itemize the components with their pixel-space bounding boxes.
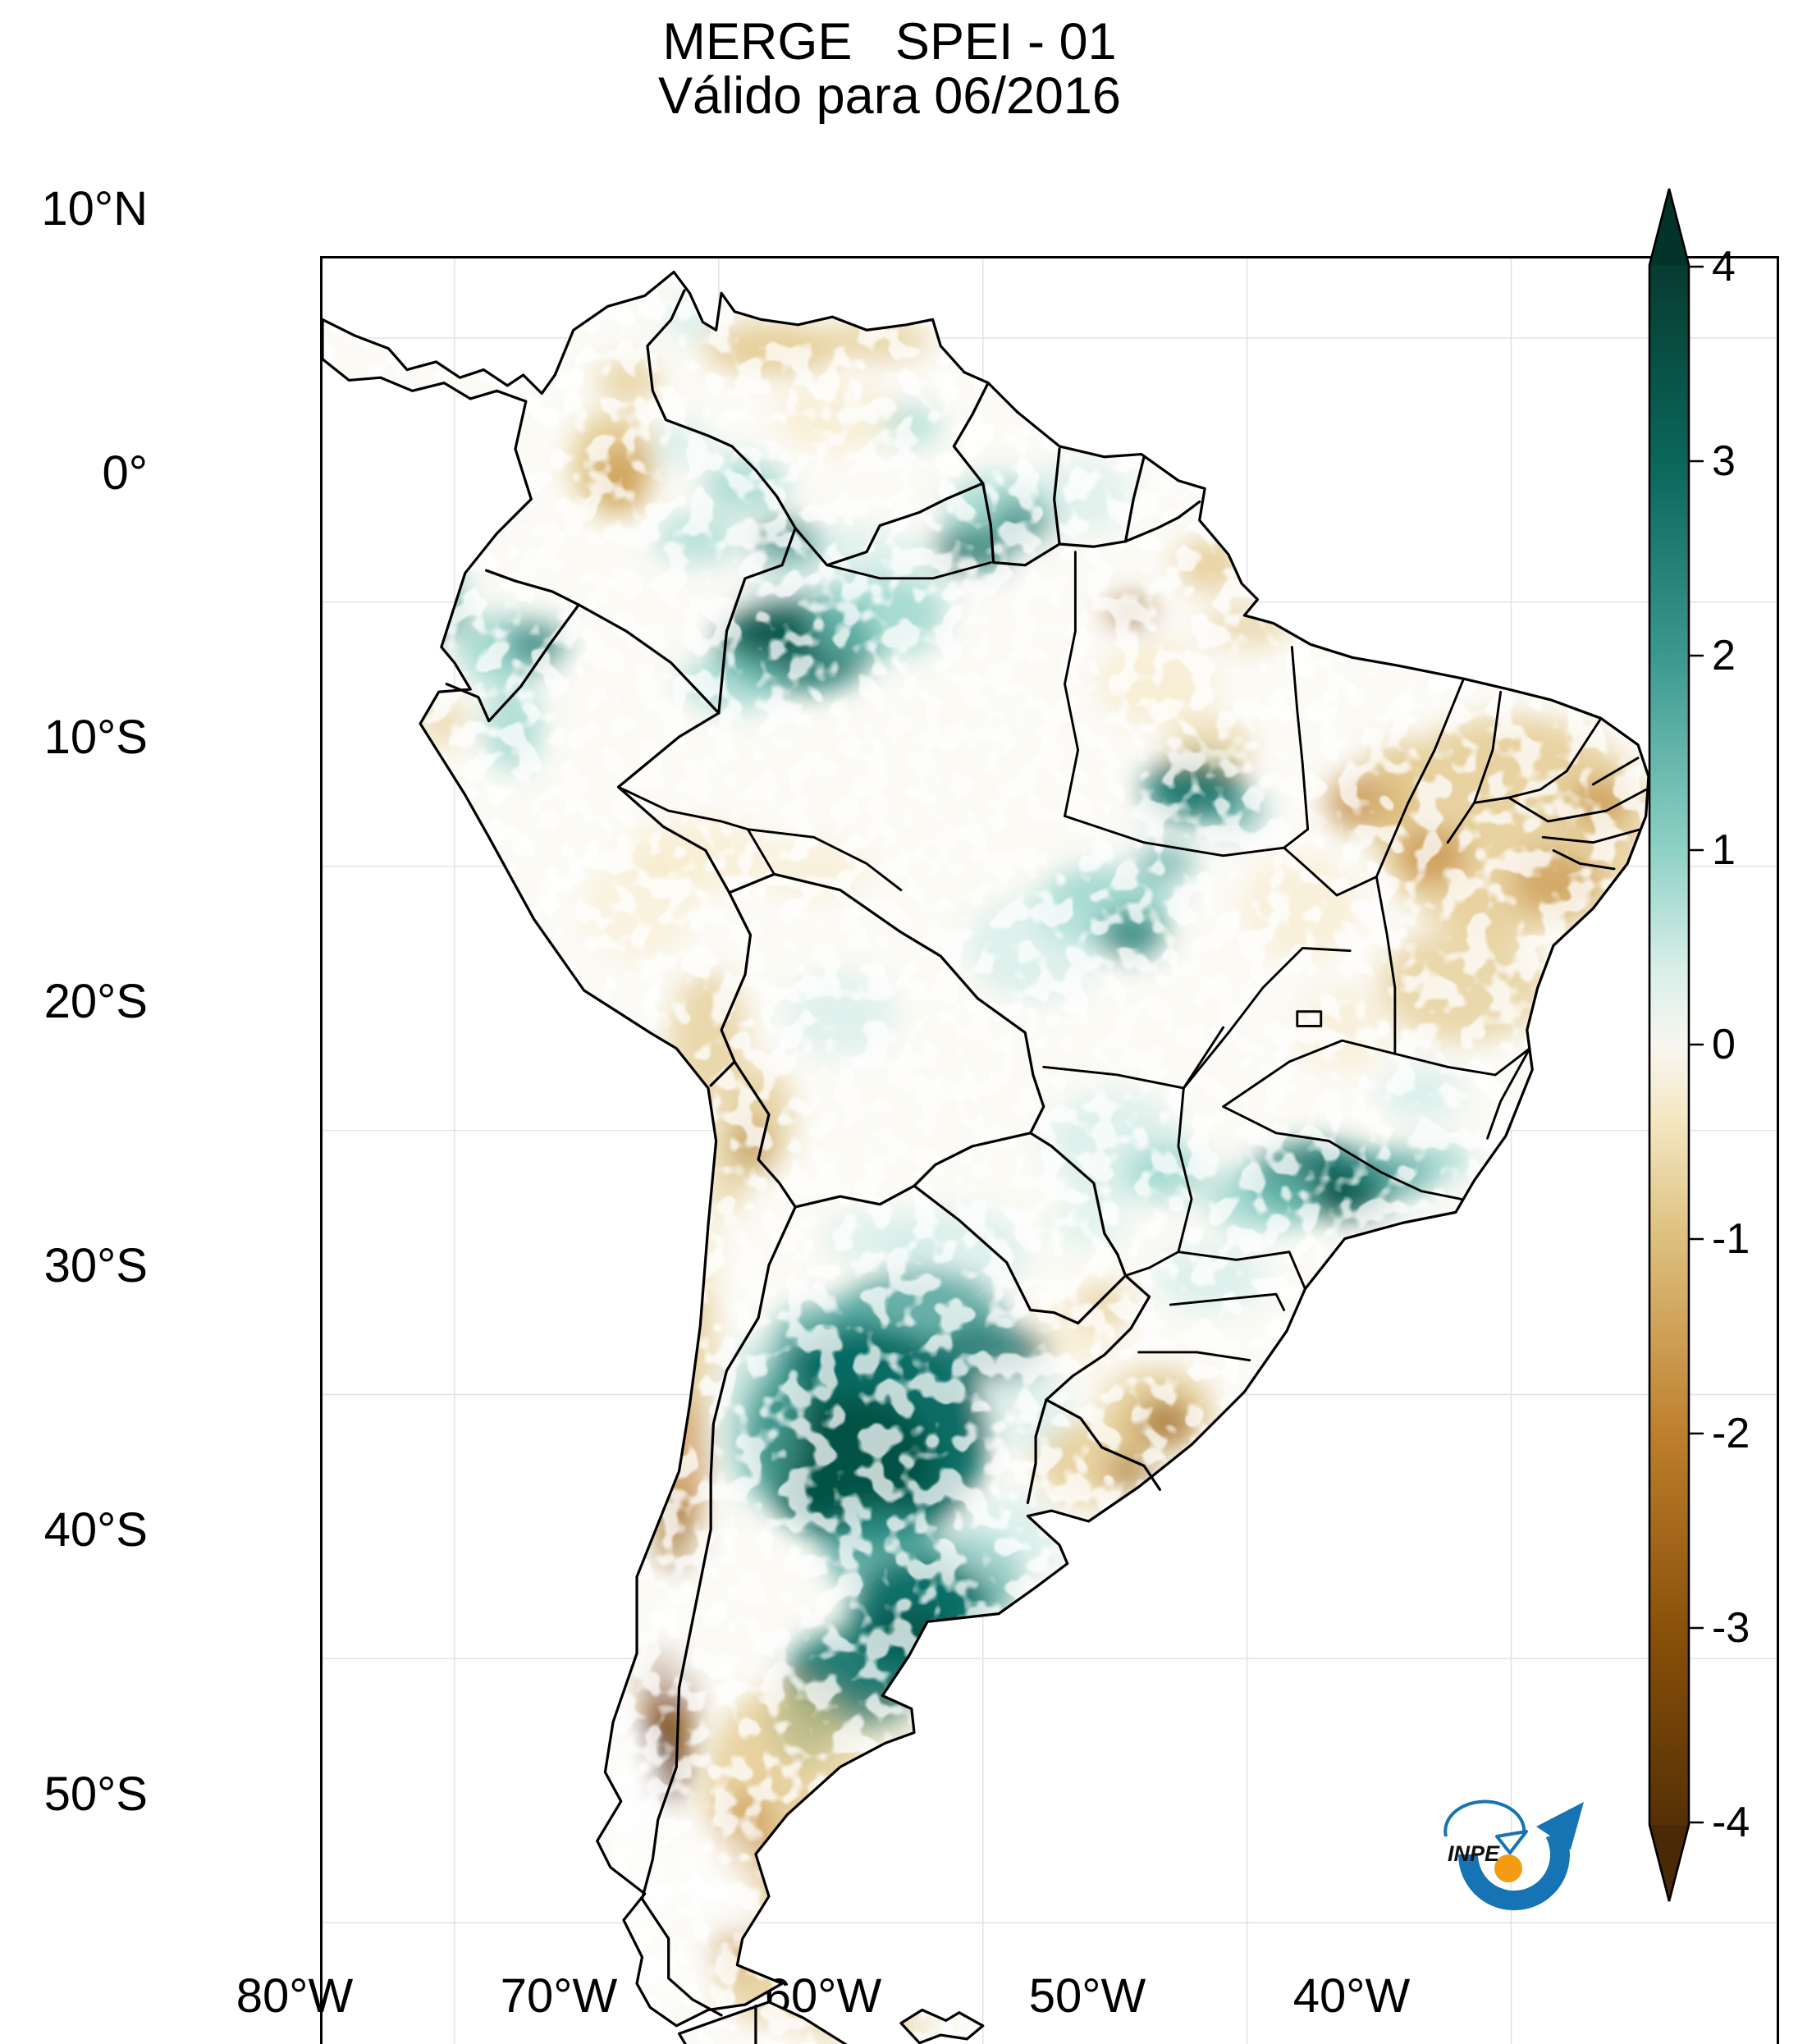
- x-axis-label: 40°W: [1292, 1969, 1411, 2023]
- colorbar-tick-label: 0: [1712, 1021, 1736, 1068]
- map-canvas: [323, 258, 1777, 2044]
- inpe-logo: INPE: [1443, 1799, 1584, 1911]
- spei-raster: [323, 272, 1649, 2044]
- colorbar-tick-label: 1: [1712, 826, 1736, 874]
- logo-swoosh-icon: [1457, 1802, 1584, 1911]
- x-axis-label: 70°W: [500, 1969, 618, 2023]
- logo-orange-dot: [1494, 1854, 1522, 1882]
- y-axis-label: 20°S: [43, 975, 148, 1028]
- y-axis-label: 30°S: [43, 1239, 148, 1292]
- y-axis-label: 40°S: [43, 1503, 148, 1557]
- y-axis-label: 10°S: [43, 711, 148, 764]
- y-axis-label: 10°N: [41, 182, 148, 235]
- logo-orbit-icon: [1443, 1799, 1528, 1854]
- colorbar-tick-label: -3: [1712, 1604, 1750, 1652]
- map-frame: [320, 256, 1779, 2044]
- map-title: MERGE SPEI - 01: [662, 13, 1117, 71]
- raster-noise: [323, 272, 1649, 2044]
- logo-text: INPE: [1448, 1841, 1500, 1866]
- colorbar-tick-label: 2: [1712, 632, 1736, 679]
- y-axis-label: 50°S: [43, 1767, 148, 1821]
- x-axis-label: 80°W: [236, 1969, 354, 2023]
- colorbar-ticks: [1689, 265, 1704, 1824]
- coastline: [323, 270, 1650, 2044]
- colorbar-gradient: [1649, 265, 1689, 1825]
- y-axis-label: 0°: [102, 446, 148, 500]
- colorbar-arrow-bottom: [1649, 1825, 1689, 1901]
- state-borders: [617, 551, 1648, 1362]
- colorbar: [1648, 188, 1704, 1902]
- x-axis-label: 50°W: [1028, 1969, 1146, 2023]
- colorbar-tick-label: -4: [1712, 1799, 1750, 1846]
- map-subtitle: Válido para 06/2016: [658, 67, 1121, 125]
- colorbar-outline: [1648, 188, 1690, 1902]
- colorbar-arrow-top: [1649, 189, 1689, 265]
- country-borders: [445, 289, 1201, 2044]
- colorbar-tick-label: -1: [1712, 1215, 1750, 1263]
- colorbar-tick-label: 4: [1712, 243, 1736, 290]
- colorbar-tick-label: 3: [1712, 437, 1736, 485]
- colorbar-tick-label: -2: [1712, 1410, 1750, 1457]
